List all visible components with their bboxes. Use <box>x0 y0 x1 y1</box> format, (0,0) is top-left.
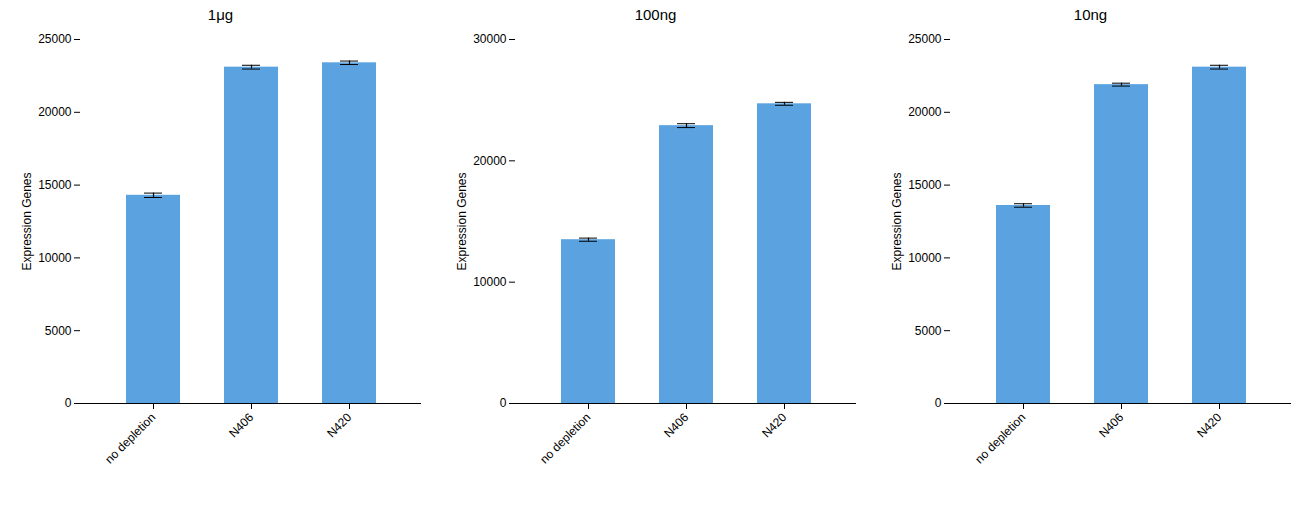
html-text:100ng: 100ng <box>634 6 677 23</box>
svg-text:Expression Genes: Expression Genes <box>890 172 904 270</box>
svg-text:Expression Genes: Expression Genes <box>20 172 34 270</box>
html-text:1μg: 1μg <box>207 6 234 23</box>
svg-text:20000: 20000 <box>908 105 942 119</box>
svg-text:10000: 10000 <box>908 251 942 265</box>
svg-text:25000: 25000 <box>38 32 72 46</box>
svg-text:10000: 10000 <box>473 275 507 289</box>
svg-text:N406: N406 <box>226 410 256 440</box>
svg-text:0: 0 <box>65 396 72 410</box>
html-text:10ng: 10ng <box>1073 6 1108 23</box>
svg-text:N406: N406 <box>661 410 691 440</box>
svg-text:5000: 5000 <box>915 324 942 338</box>
svg-text:10000: 10000 <box>38 251 72 265</box>
svg-text:N420: N420 <box>324 410 354 440</box>
svg-text:15000: 15000 <box>38 178 72 192</box>
svg-text:N406: N406 <box>1096 410 1126 440</box>
svg-text:N420: N420 <box>1194 410 1224 440</box>
svg-text:30000: 30000 <box>473 32 507 46</box>
svg-text:20000: 20000 <box>38 105 72 119</box>
svg-text:20000: 20000 <box>473 154 507 168</box>
svg-text:15000: 15000 <box>908 178 942 192</box>
svg-text:no depletion: no depletion <box>972 410 1028 466</box>
svg-text:no depletion: no depletion <box>102 410 158 466</box>
svg-text:Expression Genes: Expression Genes <box>455 172 469 270</box>
svg-text:0: 0 <box>500 396 507 410</box>
svg-text:N420: N420 <box>759 410 789 440</box>
svg-text:25000: 25000 <box>908 32 942 46</box>
svg-text:no depletion: no depletion <box>537 410 593 466</box>
svg-text:0: 0 <box>935 396 942 410</box>
svg-text:5000: 5000 <box>45 324 72 338</box>
